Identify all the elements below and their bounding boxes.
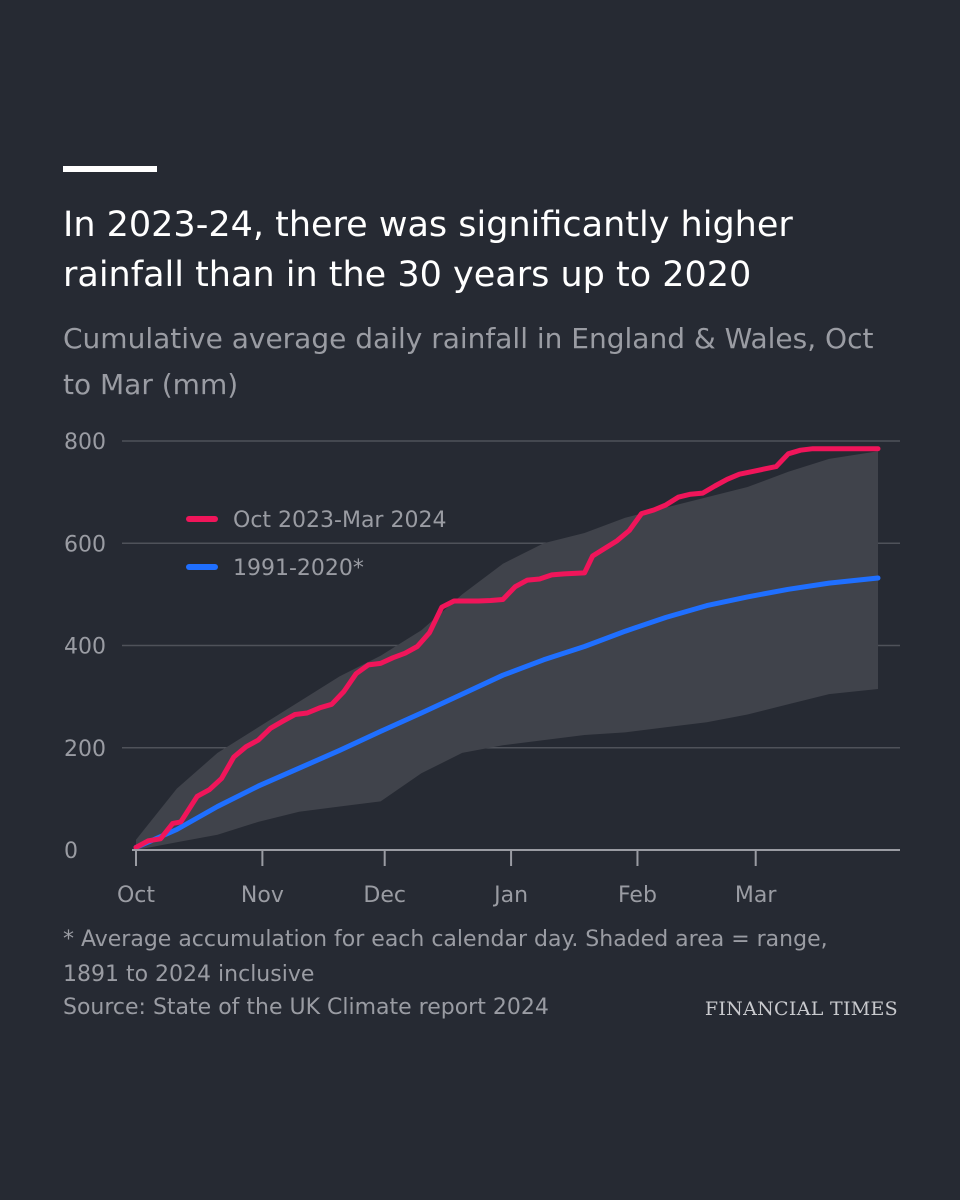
y-tick-label-400: 400 xyxy=(64,635,106,660)
series-line-oct-2023-mar-2024 xyxy=(133,446,881,850)
legend-label-1991-2020: 1991-2020* xyxy=(233,556,364,581)
y-tick-label-800: 800 xyxy=(64,430,106,455)
title-rule xyxy=(63,166,157,172)
x-tick-label-nov: Nov xyxy=(241,883,284,908)
legend: Oct 2023-Mar 2024 1991-2020* xyxy=(186,508,446,581)
x-tick-label-feb: Feb xyxy=(618,883,657,908)
x-tick-label-jan: Jan xyxy=(492,883,528,908)
range-band xyxy=(136,451,878,850)
x-axis: Oct Nov Dec Jan Feb Mar xyxy=(117,849,900,908)
y-tick-label-600: 600 xyxy=(64,532,106,557)
x-tick-label-dec: Dec xyxy=(363,883,406,908)
legend-label-oct-2023-mar-2024: Oct 2023-Mar 2024 xyxy=(233,508,446,533)
y-tick-label-0: 0 xyxy=(64,839,78,864)
source-note: Source: State of the UK Climate report 2… xyxy=(63,995,549,1020)
brand-logo: FINANCIAL TIMES xyxy=(704,998,898,1020)
chart-title: In 2023-24, there was significantly high… xyxy=(63,205,793,295)
footnote: * Average accumulation for each calendar… xyxy=(63,927,828,987)
x-tick-label-oct: Oct xyxy=(117,883,155,908)
x-tick-label-mar: Mar xyxy=(735,883,777,908)
series-line-1991-2020 xyxy=(133,575,881,850)
chart-subtitle: Cumulative average daily rainfall in Eng… xyxy=(63,322,874,401)
y-axis-labels: 0 200 400 600 800 xyxy=(64,430,106,864)
y-tick-label-200: 200 xyxy=(64,737,106,762)
range-band-layer xyxy=(136,451,878,850)
series-layer xyxy=(133,446,881,850)
